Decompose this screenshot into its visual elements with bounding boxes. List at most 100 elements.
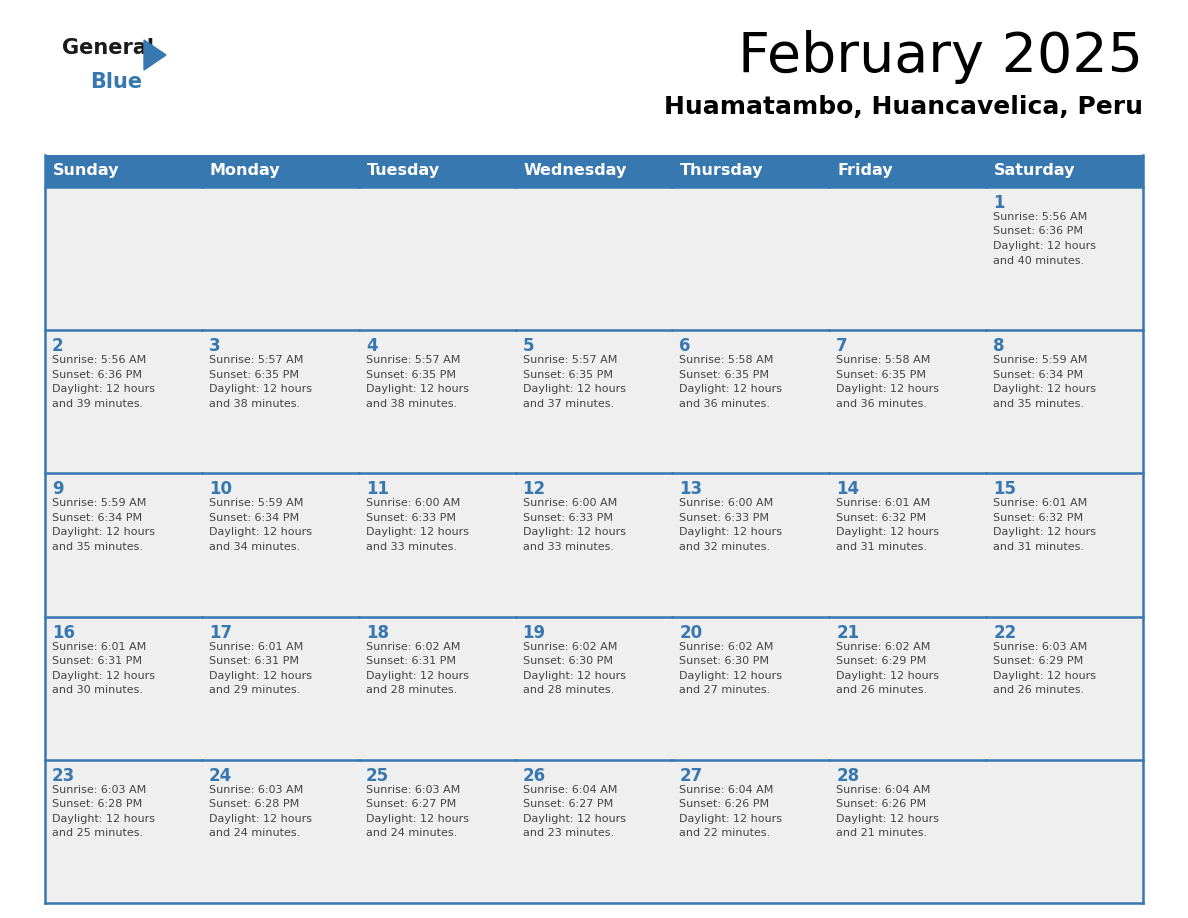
Text: Sunset: 6:31 PM: Sunset: 6:31 PM (52, 656, 143, 666)
Text: and 37 minutes.: and 37 minutes. (523, 398, 614, 409)
Bar (672, 617, 829, 760)
Text: Sunrise: 6:04 AM: Sunrise: 6:04 AM (680, 785, 773, 795)
Text: Sunrise: 5:56 AM: Sunrise: 5:56 AM (52, 355, 146, 365)
Text: Daylight: 12 hours: Daylight: 12 hours (680, 385, 783, 394)
Text: 24: 24 (209, 767, 232, 785)
Bar (672, 330, 829, 474)
Text: Sunset: 6:31 PM: Sunset: 6:31 PM (366, 656, 456, 666)
Text: Sunrise: 6:00 AM: Sunrise: 6:00 AM (366, 498, 460, 509)
Text: Sunset: 6:34 PM: Sunset: 6:34 PM (993, 370, 1083, 380)
Text: Daylight: 12 hours: Daylight: 12 hours (680, 813, 783, 823)
Text: Sunset: 6:36 PM: Sunset: 6:36 PM (993, 227, 1083, 237)
Text: Sunrise: 6:04 AM: Sunrise: 6:04 AM (523, 785, 617, 795)
Text: Sunrise: 6:03 AM: Sunrise: 6:03 AM (366, 785, 460, 795)
Text: 25: 25 (366, 767, 388, 785)
Text: Daylight: 12 hours: Daylight: 12 hours (209, 385, 312, 394)
Bar (359, 155, 516, 187)
Bar (516, 760, 672, 903)
Text: 21: 21 (836, 623, 859, 642)
Text: Huamatambo, Huancavelica, Peru: Huamatambo, Huancavelica, Peru (664, 95, 1143, 119)
Text: Daylight: 12 hours: Daylight: 12 hours (993, 528, 1097, 537)
Text: and 21 minutes.: and 21 minutes. (836, 828, 928, 838)
Bar (829, 155, 986, 187)
Text: Friday: Friday (838, 163, 892, 178)
Text: Sunset: 6:33 PM: Sunset: 6:33 PM (680, 513, 770, 523)
Text: Sunrise: 6:03 AM: Sunrise: 6:03 AM (993, 642, 1087, 652)
Text: and 28 minutes.: and 28 minutes. (366, 685, 457, 695)
Bar (202, 474, 359, 617)
Text: 11: 11 (366, 480, 388, 498)
Text: Thursday: Thursday (681, 163, 764, 178)
Text: 28: 28 (836, 767, 859, 785)
Text: Sunrise: 6:02 AM: Sunrise: 6:02 AM (366, 642, 460, 652)
Text: Sunset: 6:34 PM: Sunset: 6:34 PM (52, 513, 143, 523)
Bar (672, 760, 829, 903)
Text: Daylight: 12 hours: Daylight: 12 hours (523, 528, 626, 537)
Text: Sunset: 6:35 PM: Sunset: 6:35 PM (680, 370, 770, 380)
Text: and 24 minutes.: and 24 minutes. (366, 828, 457, 838)
Bar (45, 617, 202, 760)
Text: Daylight: 12 hours: Daylight: 12 hours (209, 528, 312, 537)
Text: 14: 14 (836, 480, 859, 498)
Text: 12: 12 (523, 480, 545, 498)
Text: and 39 minutes.: and 39 minutes. (52, 398, 144, 409)
Text: 27: 27 (680, 767, 703, 785)
Text: Daylight: 12 hours: Daylight: 12 hours (523, 385, 626, 394)
Text: and 30 minutes.: and 30 minutes. (52, 685, 143, 695)
Text: Daylight: 12 hours: Daylight: 12 hours (836, 385, 940, 394)
Text: February 2025: February 2025 (738, 30, 1143, 84)
Text: Daylight: 12 hours: Daylight: 12 hours (366, 528, 469, 537)
Text: Sunrise: 5:57 AM: Sunrise: 5:57 AM (366, 355, 460, 365)
Text: and 32 minutes.: and 32 minutes. (680, 542, 771, 552)
Text: and 31 minutes.: and 31 minutes. (993, 542, 1085, 552)
Text: Daylight: 12 hours: Daylight: 12 hours (523, 813, 626, 823)
Bar (359, 617, 516, 760)
Text: Sunset: 6:26 PM: Sunset: 6:26 PM (836, 800, 927, 810)
Text: 9: 9 (52, 480, 64, 498)
Text: Sunset: 6:30 PM: Sunset: 6:30 PM (680, 656, 770, 666)
Text: Sunrise: 6:02 AM: Sunrise: 6:02 AM (680, 642, 773, 652)
Text: Sunrise: 6:03 AM: Sunrise: 6:03 AM (52, 785, 146, 795)
Text: 20: 20 (680, 623, 702, 642)
Text: 5: 5 (523, 337, 535, 355)
Text: 10: 10 (209, 480, 232, 498)
Bar (45, 155, 202, 187)
Bar (359, 760, 516, 903)
Bar (202, 617, 359, 760)
Text: Daylight: 12 hours: Daylight: 12 hours (52, 671, 156, 680)
Bar (202, 187, 359, 330)
Bar (829, 617, 986, 760)
Text: Sunset: 6:31 PM: Sunset: 6:31 PM (209, 656, 299, 666)
Text: Sunrise: 5:59 AM: Sunrise: 5:59 AM (209, 498, 303, 509)
Bar (986, 330, 1143, 474)
Text: Sunrise: 5:58 AM: Sunrise: 5:58 AM (680, 355, 773, 365)
Text: Daylight: 12 hours: Daylight: 12 hours (52, 385, 156, 394)
Text: Tuesday: Tuesday (367, 163, 440, 178)
Text: Sunset: 6:28 PM: Sunset: 6:28 PM (52, 800, 143, 810)
Bar (45, 187, 202, 330)
Text: and 34 minutes.: and 34 minutes. (209, 542, 301, 552)
Text: Sunset: 6:34 PM: Sunset: 6:34 PM (209, 513, 299, 523)
Text: Sunset: 6:36 PM: Sunset: 6:36 PM (52, 370, 143, 380)
Text: Sunrise: 5:57 AM: Sunrise: 5:57 AM (523, 355, 617, 365)
Text: 26: 26 (523, 767, 545, 785)
Bar (359, 187, 516, 330)
Text: Daylight: 12 hours: Daylight: 12 hours (836, 528, 940, 537)
Text: and 27 minutes.: and 27 minutes. (680, 685, 771, 695)
Text: Sunrise: 5:59 AM: Sunrise: 5:59 AM (993, 355, 1087, 365)
Text: 7: 7 (836, 337, 848, 355)
Text: Daylight: 12 hours: Daylight: 12 hours (680, 528, 783, 537)
Text: Sunset: 6:28 PM: Sunset: 6:28 PM (209, 800, 299, 810)
Text: and 35 minutes.: and 35 minutes. (52, 542, 143, 552)
Bar (829, 330, 986, 474)
Text: 19: 19 (523, 623, 545, 642)
Text: and 38 minutes.: and 38 minutes. (366, 398, 457, 409)
Text: Sunset: 6:35 PM: Sunset: 6:35 PM (209, 370, 299, 380)
Text: Sunset: 6:33 PM: Sunset: 6:33 PM (366, 513, 456, 523)
Text: Sunrise: 6:01 AM: Sunrise: 6:01 AM (993, 498, 1087, 509)
Text: Blue: Blue (90, 72, 143, 92)
Bar (986, 617, 1143, 760)
Text: Daylight: 12 hours: Daylight: 12 hours (993, 241, 1097, 251)
Text: Daylight: 12 hours: Daylight: 12 hours (52, 813, 156, 823)
Text: and 40 minutes.: and 40 minutes. (993, 255, 1085, 265)
